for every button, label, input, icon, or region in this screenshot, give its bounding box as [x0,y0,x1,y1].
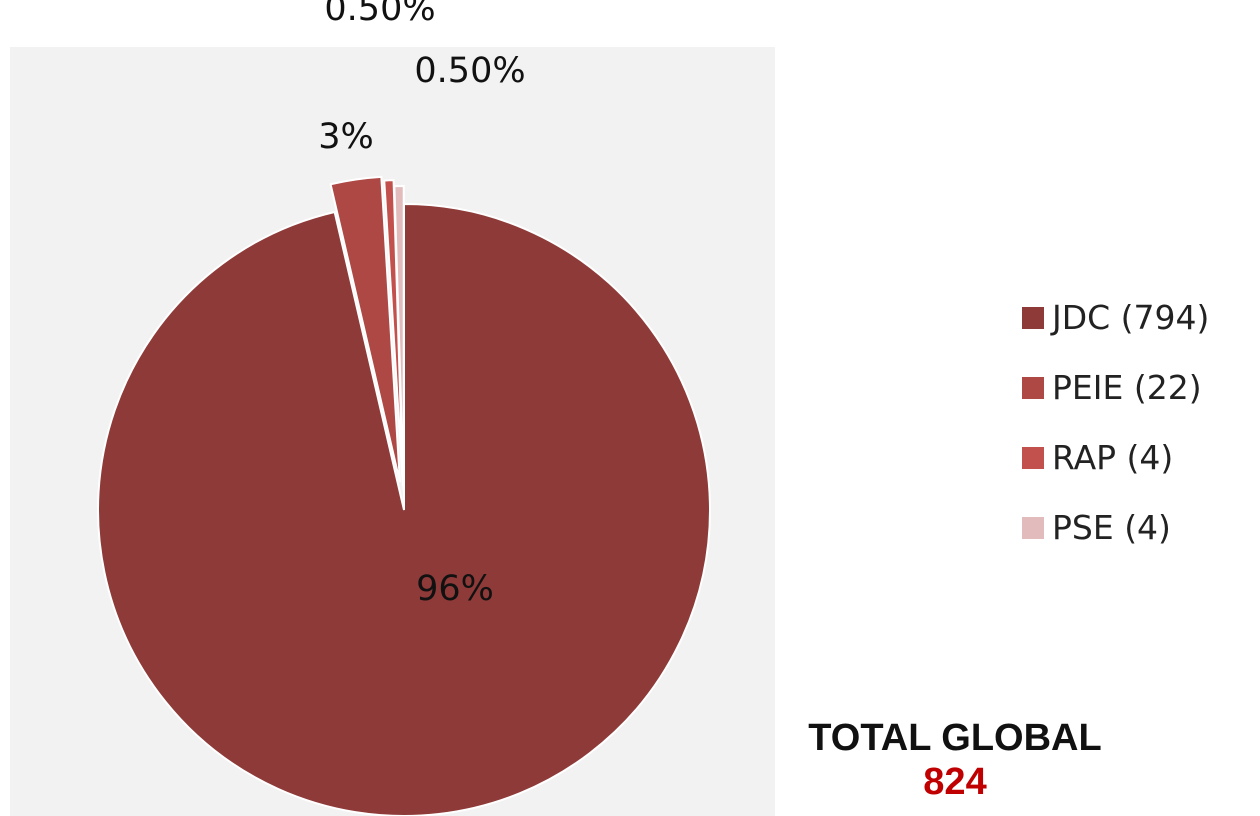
slice-labels: 96% 3% 0.50% 0.50% [318,0,525,609]
legend-label-rap-4: RAP (4) [1052,438,1173,477]
legend-swatch-jdc-794 [1022,307,1044,329]
total-global-value: 824 [923,761,987,803]
pie-slice-rap-4 [383,179,404,487]
total-global-label: TOTAL GLOBAL [808,717,1102,759]
slice-label-rap-4: 0.50% [324,0,435,29]
legend-label-jdc-794: JDC (794) [1050,298,1209,337]
pie-slices [97,175,711,816]
slice-label-pse-4: 0.50% [414,51,525,91]
pie-slice-jdc-794 [97,202,711,816]
total-global: TOTAL GLOBAL 824 [790,716,1120,804]
pie-slice-peie-22 [329,175,401,483]
pie-slice-pse-4 [393,185,405,493]
legend-label-peie-22: PEIE (22) [1052,368,1202,407]
slice-label-peie-22: 3% [318,117,374,157]
legend-label-pse-4: PSE (4) [1052,508,1171,547]
legend-swatch-peie-22 [1022,377,1044,399]
legend: JDC (794) PEIE (22) RAP (4) PSE (4) [1022,298,1209,547]
slice-label-jdc-794: 96% [416,569,494,609]
legend-swatch-rap-4 [1022,447,1044,469]
legend-swatch-pse-4 [1022,517,1044,539]
